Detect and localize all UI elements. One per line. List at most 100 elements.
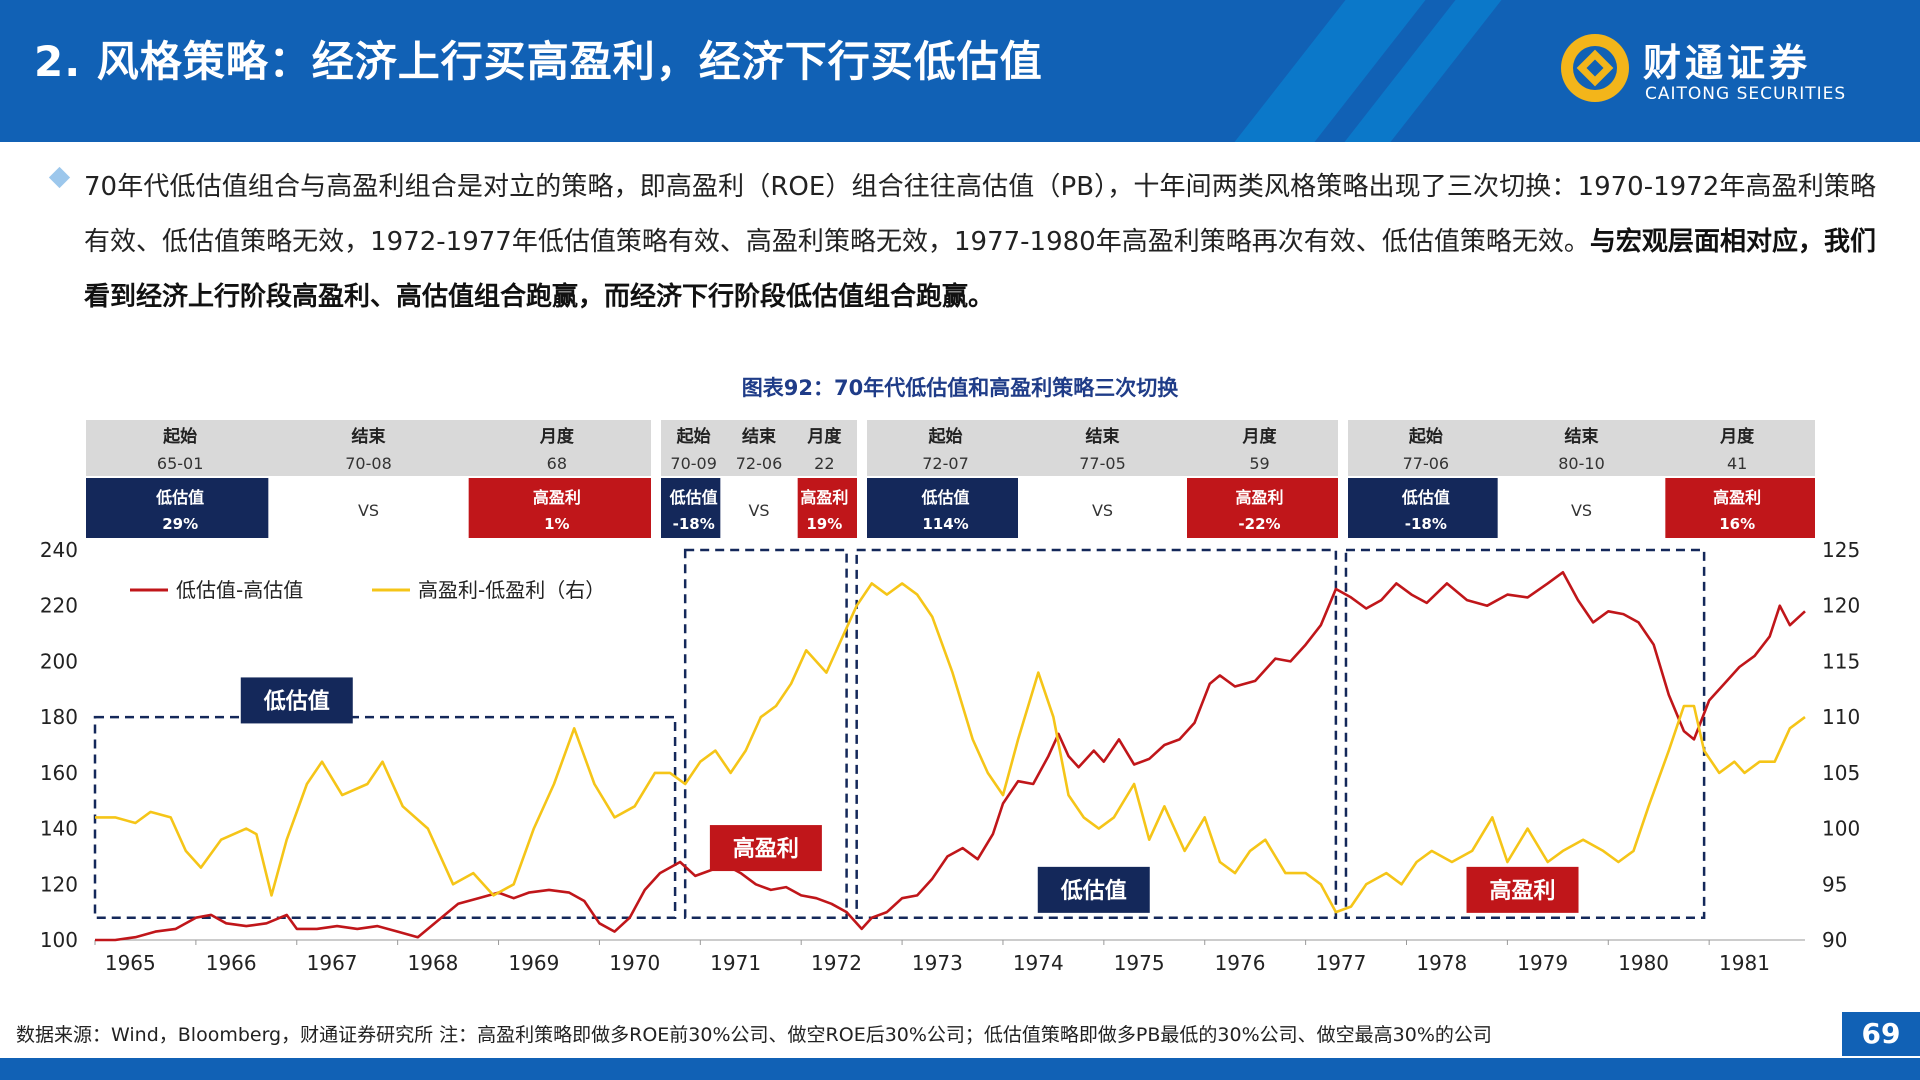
header-bar: 2. 风格策略：经济上行买高盈利，经济下行买低估值 财通证券 CAITONG S… [0, 0, 1920, 142]
y-left-tick-label: 140 [40, 817, 78, 841]
logo-cn: 财通证券 [1643, 41, 1812, 85]
y-left-tick-label: 180 [40, 705, 78, 729]
y-right-tick-label: 95 [1822, 872, 1847, 896]
x-tick-label: 1965 [105, 951, 156, 975]
diamond-bullet-icon [48, 166, 71, 189]
period-low-box [867, 478, 1018, 538]
period-header-start: 起始 [676, 426, 711, 447]
period-header-bg [661, 420, 857, 476]
period-header-end: 结束 [1086, 426, 1120, 447]
legend-label-high-profit: 高盈利-低盈利（右） [418, 578, 605, 602]
period-tag-label: 低估值 [263, 688, 330, 714]
period-vs: VS [1092, 501, 1113, 520]
period-header-months: 月度 [539, 426, 575, 447]
period-tag-box [709, 825, 822, 872]
period-header-start: 起始 [928, 426, 963, 447]
series-line-low-valuation [95, 571, 1806, 942]
period-low-box [1348, 478, 1498, 538]
period-high-box [468, 478, 651, 538]
period-start: 72-07 [922, 454, 969, 473]
period-high-box [1187, 478, 1338, 538]
period-tag-box [1466, 866, 1579, 913]
period-end: 80-10 [1558, 454, 1605, 473]
y-left-tick-label: 240 [40, 538, 78, 562]
x-tick-label: 1967 [307, 951, 358, 975]
y-right-tick-label: 105 [1822, 761, 1860, 785]
x-tick-label: 1969 [508, 951, 559, 975]
bullet-text-normal: 70年代低估值组合与高盈利组合是对立的策略，即高盈利（ROE）组合往往高估值（P… [84, 172, 1876, 257]
period-tag-label: 高盈利 [1490, 878, 1556, 904]
x-tick-label: 1971 [710, 951, 761, 975]
bullet-text-bold: 与宏观层面相对应，我们看到经济上行阶段高盈利、高估值组合跑赢，而经济下行阶段低估… [84, 227, 1876, 312]
period-low-value: -18% [673, 515, 715, 533]
footer-note: 数据来源：Wind，Bloomberg，财通证券研究所 注：高盈利策略即做多RO… [16, 1024, 1492, 1046]
period-header-start: 起始 [162, 426, 197, 447]
chart-title: 图表92：70年代低估值和高盈利策略三次切换 [741, 376, 1179, 400]
period-end: 72-06 [736, 454, 783, 473]
period-header-end: 结束 [742, 426, 776, 447]
period-header-bg [86, 420, 651, 476]
period-low-label: 低估值 [669, 488, 718, 507]
legend-label-low-valuation: 低估值-高估值 [176, 578, 303, 602]
period-high-box [797, 478, 857, 538]
x-tick-label: 1974 [1013, 951, 1064, 975]
bottom-bar [0, 1058, 1920, 1080]
period-high-label: 高盈利 [1235, 488, 1283, 507]
page-title: 2. 风格策略：经济上行买高盈利，经济下行买低估值 [34, 37, 1043, 86]
y-right-tick-label: 90 [1822, 928, 1847, 952]
period-high-value: 19% [806, 515, 842, 533]
y-left-tick-label: 100 [40, 928, 78, 952]
period-low-value: -18% [1405, 515, 1447, 533]
period-high-box [1665, 478, 1815, 538]
y-right-tick-label: 120 [1822, 594, 1860, 618]
bullet-text: 70年代低估值组合与高盈利组合是对立的策略，即高盈利（ROE）组合往往高估值（P… [84, 160, 1876, 325]
period-end: 70-08 [345, 454, 392, 473]
series-line-high-profit [95, 582, 1806, 914]
x-tick-label: 1980 [1618, 951, 1669, 975]
period-tag-label: 高盈利 [733, 836, 799, 862]
x-tick-label: 1978 [1416, 951, 1467, 975]
y-left-tick-label: 120 [40, 872, 78, 896]
period-low-value: 29% [162, 515, 198, 533]
y-right-tick-label: 115 [1822, 649, 1860, 673]
period-low-value: 114% [922, 515, 968, 533]
period-dashed-box [93, 715, 677, 919]
period-vs: VS [1571, 501, 1592, 520]
period-header-end: 结束 [1565, 426, 1599, 447]
x-tick-label: 1970 [609, 951, 660, 975]
period-header-end: 结束 [352, 426, 386, 447]
period-header-months: 月度 [1242, 426, 1278, 447]
period-high-value: -22% [1238, 515, 1280, 533]
x-tick-label: 1979 [1517, 951, 1568, 975]
period-end: 77-05 [1079, 454, 1126, 473]
period-high-label: 高盈利 [1713, 488, 1761, 507]
x-tick-label: 1976 [1215, 951, 1266, 975]
period-low-box [86, 478, 269, 538]
period-dashed-box [1344, 548, 1706, 919]
y-right-tick-label: 100 [1822, 817, 1860, 841]
y-right-tick-label: 125 [1822, 538, 1860, 562]
y-left-tick-label: 200 [40, 649, 78, 673]
period-header-months: 月度 [806, 426, 842, 447]
period-low-box [661, 478, 721, 538]
period-tag-label: 低估值 [1060, 878, 1127, 904]
x-tick-label: 1977 [1315, 951, 1366, 975]
x-tick-label: 1972 [811, 951, 862, 975]
x-tick-label: 1968 [408, 951, 459, 975]
period-header-months: 月度 [1719, 426, 1755, 447]
period-months: 68 [547, 454, 567, 473]
period-start: 65-01 [157, 454, 204, 473]
period-months: 41 [1727, 454, 1747, 473]
y-left-tick-label: 220 [40, 594, 78, 618]
period-tag-box [240, 677, 353, 724]
period-months: 59 [1249, 454, 1269, 473]
period-low-label: 低估值 [155, 488, 204, 507]
logo-en: CAITONG SECURITIES [1645, 84, 1847, 104]
logo: 财通证券 CAITONG SECURITIES [1555, 28, 1875, 108]
x-tick-label: 1981 [1719, 951, 1770, 975]
period-high-value: 1% [544, 515, 569, 533]
period-dashed-box [855, 548, 1338, 919]
period-dashed-box [683, 548, 848, 919]
period-start: 77-06 [1403, 454, 1450, 473]
period-tag-box [1037, 866, 1150, 913]
